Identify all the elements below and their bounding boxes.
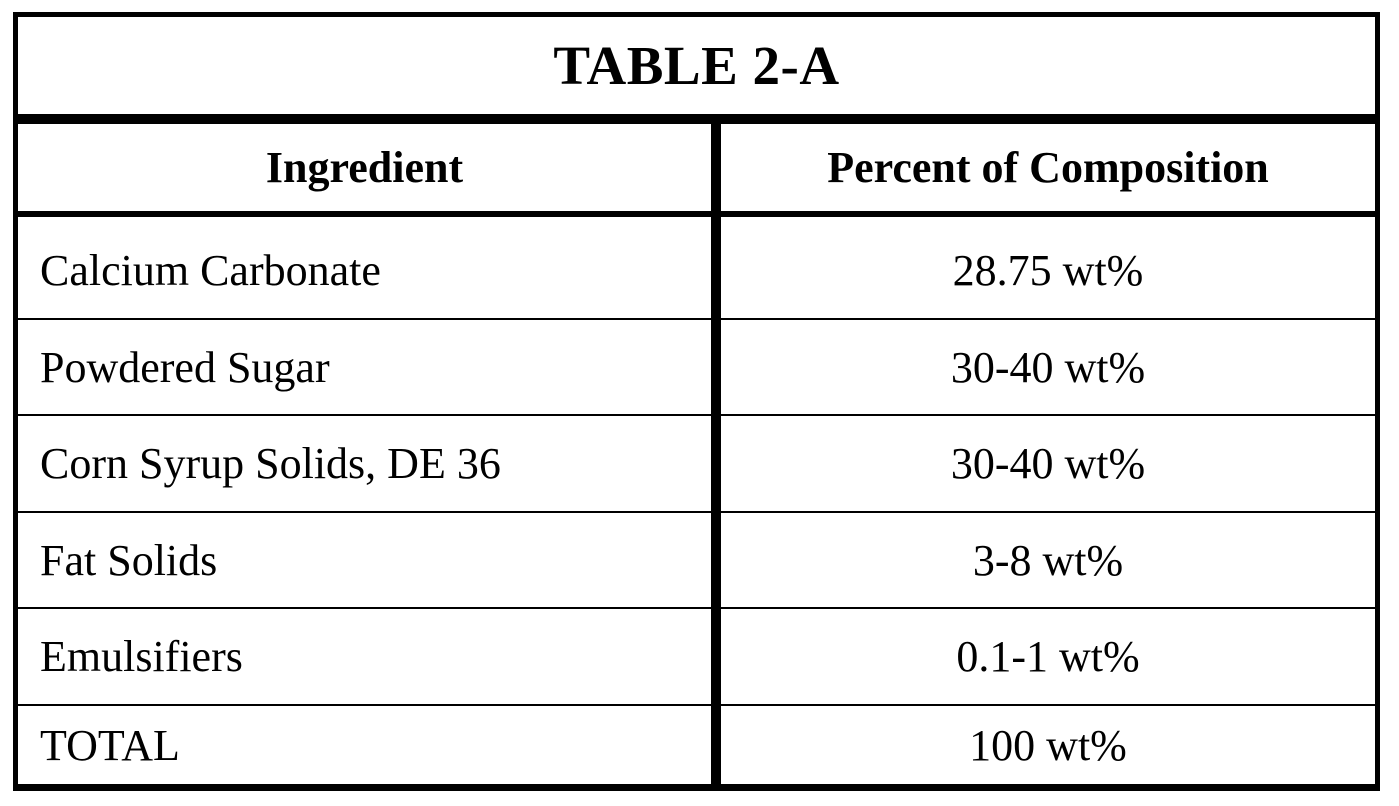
column-divider bbox=[711, 124, 721, 786]
table-row: Calcium Carbonate 28.75 wt% bbox=[18, 223, 1375, 320]
ingredient-cell: Calcium Carbonate bbox=[40, 246, 381, 295]
table-header-row: Ingredient Percent of Composition bbox=[18, 124, 1375, 217]
table-frame: TABLE 2-A Ingredient Percent of Composit… bbox=[13, 12, 1380, 791]
percent-cell: 28.75 wt% bbox=[952, 246, 1144, 295]
table-row: Emulsifiers 0.1-1 wt% bbox=[18, 609, 1375, 706]
ingredient-cell: TOTAL bbox=[40, 720, 180, 770]
table-row: Corn Syrup Solids, DE 36 30-40 wt% bbox=[18, 416, 1375, 513]
table-row: TOTAL 100 wt% bbox=[18, 706, 1375, 786]
ingredient-cell: Emulsifiers bbox=[40, 632, 243, 681]
percent-cell: 100 wt% bbox=[969, 720, 1127, 770]
table-title: TABLE 2-A bbox=[18, 17, 1375, 119]
percent-cell: 30-40 wt% bbox=[950, 342, 1146, 392]
ingredient-cell: Corn Syrup Solids, DE 36 bbox=[40, 439, 501, 488]
percent-cell: 3-8 wt% bbox=[972, 535, 1124, 585]
percent-cell: 30-40 wt% bbox=[950, 439, 1146, 488]
ingredient-cell: Fat Solids bbox=[40, 535, 218, 585]
table-row: Powdered Sugar 30-40 wt% bbox=[18, 320, 1375, 416]
percent-cell: 0.1-1 wt% bbox=[956, 632, 1140, 681]
column-header-percent: Percent of Composition bbox=[827, 143, 1269, 192]
column-header-ingredient: Ingredient bbox=[265, 143, 464, 192]
table-row: Fat Solids 3-8 wt% bbox=[18, 513, 1375, 609]
data-table: Ingredient Percent of Composition Calciu… bbox=[18, 119, 1375, 786]
ingredient-cell: Powdered Sugar bbox=[40, 342, 330, 392]
